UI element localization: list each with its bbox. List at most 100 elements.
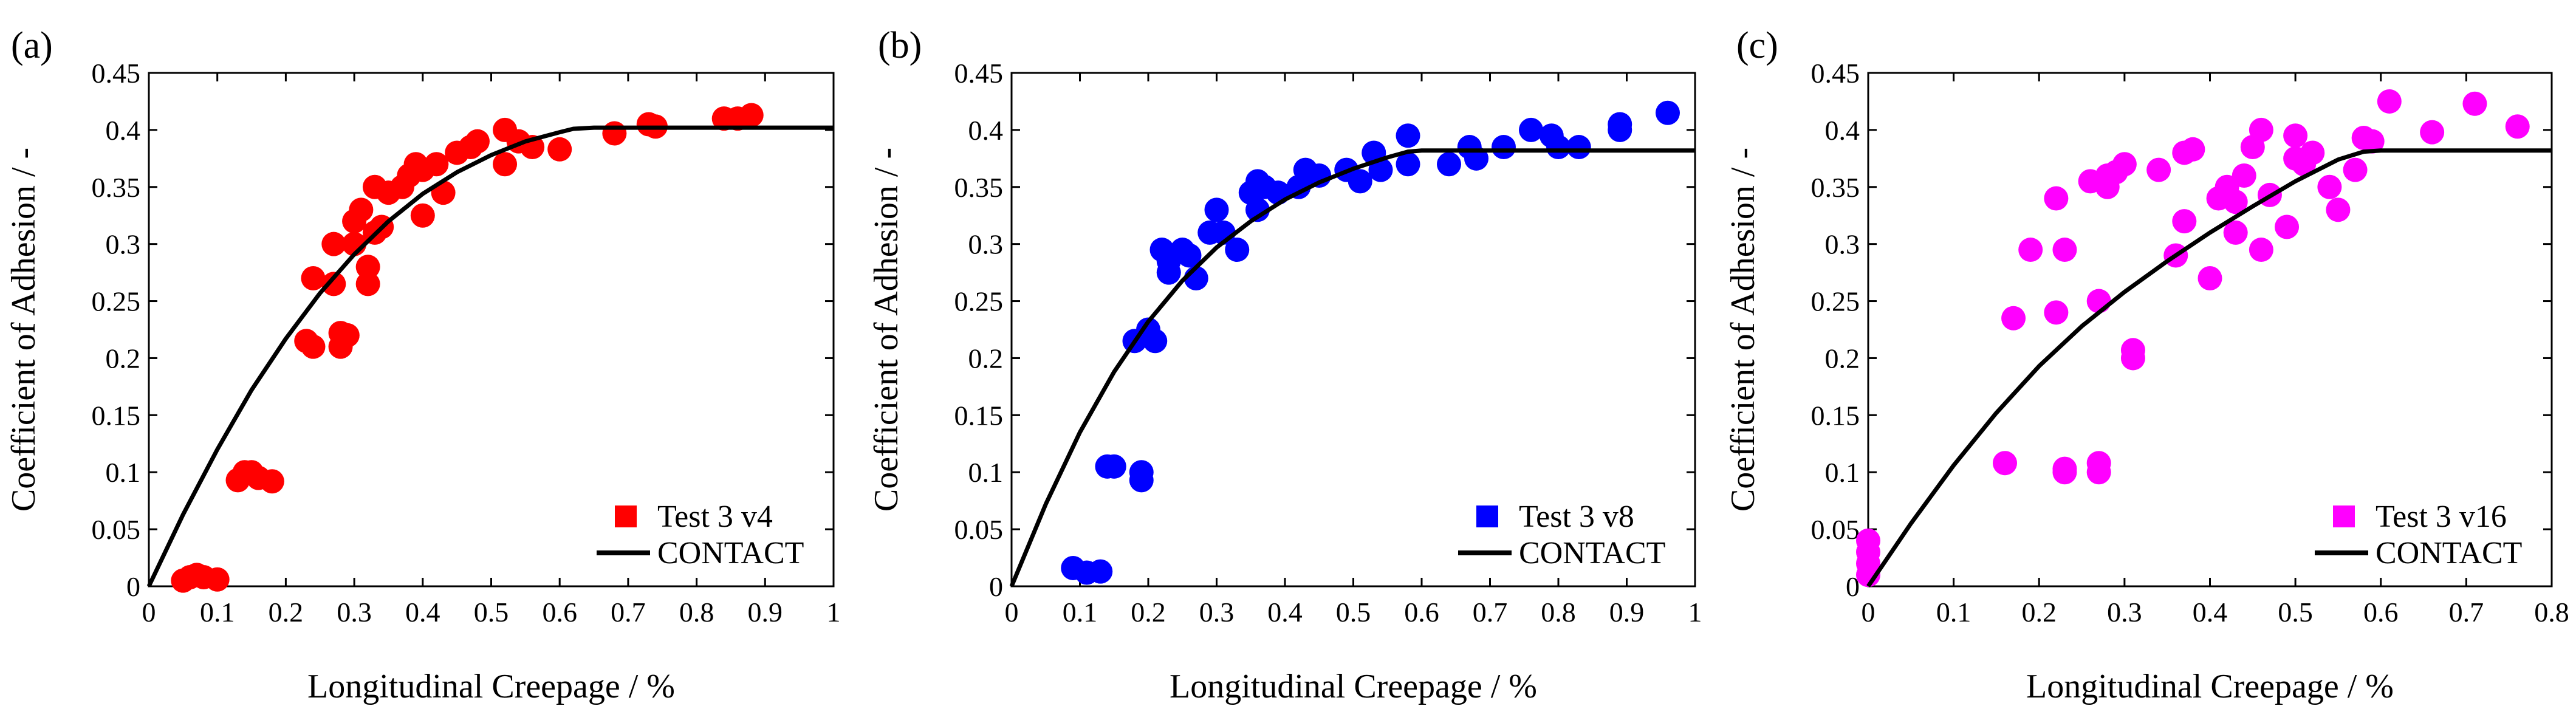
data-point bbox=[1993, 451, 2017, 476]
y-tick-label: 0.3 bbox=[1825, 229, 1860, 260]
data-point bbox=[1566, 135, 1591, 160]
y-axis-label: Coefficient of Adhesion / - bbox=[868, 148, 905, 512]
data-point bbox=[602, 121, 627, 146]
data-point bbox=[2377, 89, 2402, 114]
data-point bbox=[321, 231, 346, 256]
data-point bbox=[2360, 129, 2385, 154]
x-tick-label: 0.9 bbox=[1609, 597, 1645, 628]
data-point bbox=[2044, 186, 2069, 211]
y-tick-label: 0.05 bbox=[954, 514, 1004, 545]
data-point bbox=[1656, 100, 1680, 125]
data-point bbox=[1492, 135, 1516, 160]
legend-label-contact: CONTACT bbox=[1519, 536, 1665, 571]
data-point bbox=[2420, 120, 2445, 145]
x-tick-label: 0.5 bbox=[474, 597, 509, 628]
chart-panel-3: 0 0.1 0.2 0.3 0.4 0.5 0.6 0.7 0.8 0 0.05 0.1 0.15 0.2… bbox=[1724, 25, 2569, 705]
y-tick-label: 0 bbox=[1846, 571, 1860, 602]
data-point bbox=[424, 152, 449, 177]
y-tick-label: 0.1 bbox=[106, 457, 141, 488]
data-point bbox=[2086, 289, 2111, 314]
data-point bbox=[739, 103, 764, 128]
y-tick-label: 0.45 bbox=[92, 58, 141, 89]
data-point bbox=[1204, 197, 1229, 222]
y-tick-label: 0.25 bbox=[92, 286, 141, 317]
x-tick-label: 0.9 bbox=[748, 597, 783, 628]
y-tick-label: 0.1 bbox=[1825, 457, 1860, 488]
x-tick-label: 0 bbox=[1862, 597, 1875, 628]
data-point bbox=[493, 152, 518, 177]
x-tick-label: 0.7 bbox=[2449, 597, 2484, 628]
y-tick-label: 0.45 bbox=[1811, 58, 1860, 89]
data-point bbox=[2462, 91, 2487, 116]
y-tick-label: 0.15 bbox=[92, 400, 141, 431]
data-point bbox=[355, 255, 380, 279]
data-point bbox=[2112, 152, 2137, 177]
y-tick-label: 0.35 bbox=[1811, 172, 1860, 203]
x-tick-label: 0.1 bbox=[1063, 597, 1098, 628]
x-axis-label: Longitudinal Creepage / % bbox=[1170, 668, 1537, 705]
panel-label: (b) bbox=[878, 25, 922, 66]
y-tick-label: 0.4 bbox=[1825, 115, 1860, 146]
data-point bbox=[2146, 157, 2171, 182]
x-tick-label: 0.5 bbox=[1336, 597, 1371, 628]
y-tick-label: 0.05 bbox=[1811, 514, 1860, 545]
data-point bbox=[335, 323, 360, 348]
data-point bbox=[2052, 460, 2077, 485]
y-tick-label: 0.05 bbox=[92, 514, 141, 545]
series-line-contact bbox=[1009, 148, 1695, 588]
data-point bbox=[1225, 238, 1250, 262]
data-point bbox=[1396, 123, 1420, 148]
data-point bbox=[2018, 238, 2043, 262]
data-point bbox=[2326, 197, 2351, 222]
y-tick-label: 0.2 bbox=[968, 343, 1004, 374]
x-tick-label: 0.3 bbox=[1199, 597, 1235, 628]
y-axis-label: Coefficient of Adhesion / - bbox=[1724, 148, 1762, 512]
panel-label: (a) bbox=[11, 25, 53, 66]
x-axis-label: Longitudinal Creepage / % bbox=[307, 668, 675, 705]
x-axis-label: Longitudinal Creepage / % bbox=[2026, 668, 2394, 705]
data-point bbox=[2249, 238, 2273, 262]
x-tick-label: 0.7 bbox=[611, 597, 646, 628]
data-point bbox=[1608, 112, 1632, 137]
data-point bbox=[2052, 238, 2077, 262]
y-tick-label: 0 bbox=[126, 571, 140, 602]
data-point bbox=[2249, 117, 2273, 142]
y-tick-label: 0.1 bbox=[968, 457, 1004, 488]
data-point bbox=[301, 334, 326, 359]
data-point bbox=[465, 129, 490, 154]
x-tick-label: 0.2 bbox=[269, 597, 304, 628]
x-tick-label: 0.4 bbox=[2193, 597, 2228, 628]
legend-marker bbox=[615, 505, 637, 527]
chart-panel-2: 0 0.1 0.2 0.3 0.4 0.5 0.6 0.7 0.8 0.9 1 0 0.05 0.1 0.1… bbox=[868, 25, 1702, 705]
x-tick-label: 0.3 bbox=[337, 597, 372, 628]
data-point bbox=[2180, 137, 2205, 162]
data-point bbox=[301, 266, 326, 290]
data-point bbox=[1143, 329, 1168, 354]
data-point bbox=[1348, 169, 1372, 194]
x-tick-label: 0 bbox=[1005, 597, 1019, 628]
y-axis-label: Coefficient of Adhesion / - bbox=[5, 148, 43, 512]
data-point bbox=[2317, 174, 2342, 199]
data-point bbox=[205, 567, 230, 592]
data-point bbox=[2197, 266, 2222, 290]
series-line-contact bbox=[146, 125, 834, 588]
data-point bbox=[2232, 163, 2256, 188]
chart-panel-1: 0 0.1 0.2 0.3 0.4 0.5 0.6 0.7 0.8 0.9 1 0 0.05 0.1 0.1… bbox=[5, 25, 841, 705]
x-tick-label: 0.8 bbox=[679, 597, 714, 628]
data-point bbox=[2044, 300, 2069, 325]
data-point bbox=[2172, 209, 2197, 234]
y-tick-label: 0.3 bbox=[106, 229, 141, 260]
legend-marker bbox=[1476, 505, 1498, 527]
data-point bbox=[2223, 220, 2248, 245]
y-tick-label: 0.35 bbox=[92, 172, 141, 203]
x-tick-label: 0.7 bbox=[1473, 597, 1508, 628]
y-tick-label: 0.45 bbox=[954, 58, 1004, 89]
data-point bbox=[547, 137, 572, 162]
x-tick-label: 0.6 bbox=[542, 597, 577, 628]
x-tick-label: 0.1 bbox=[200, 597, 235, 628]
data-point bbox=[259, 469, 284, 494]
y-tick-label: 0.2 bbox=[1825, 343, 1860, 374]
y-tick-label: 0.3 bbox=[968, 229, 1004, 260]
data-point bbox=[410, 203, 435, 228]
x-tick-label: 0.8 bbox=[2534, 597, 2569, 628]
